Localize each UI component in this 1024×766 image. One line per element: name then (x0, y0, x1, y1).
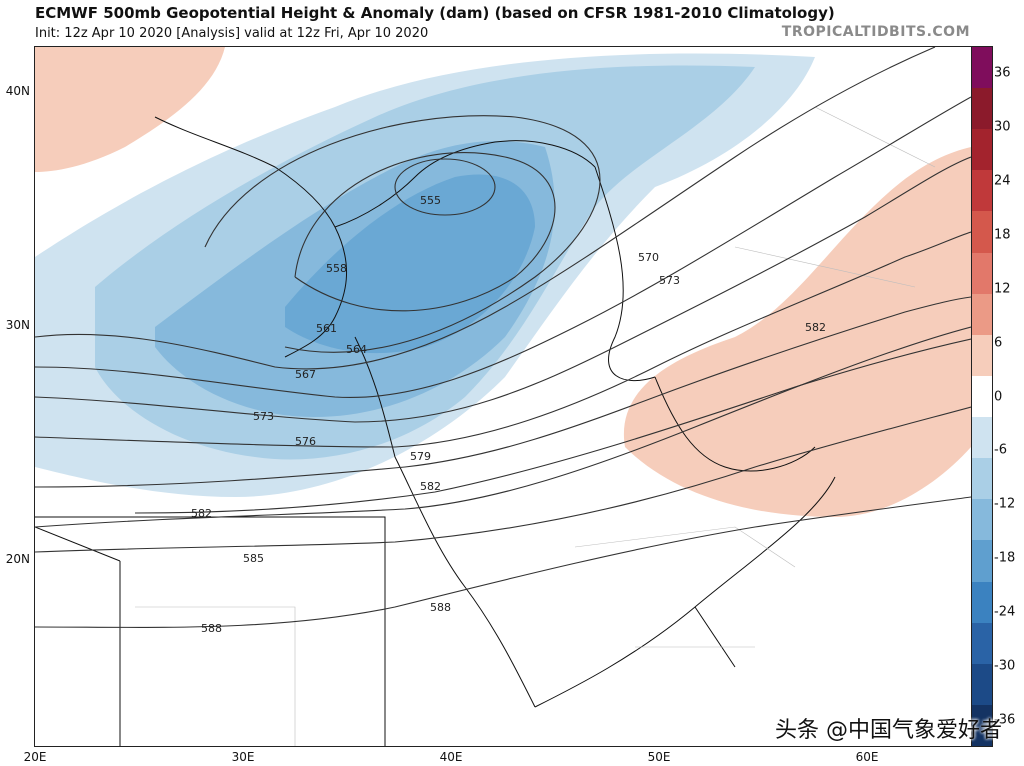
colorbar-label: 6 (994, 335, 1003, 351)
contour-label: 573 (253, 410, 274, 423)
lon-label-30e: 30E (231, 750, 255, 764)
brand-label: TROPICALTIDBITS.COM (781, 24, 970, 40)
colorbar-label: 12 (994, 281, 1011, 297)
colorbar-segment (972, 211, 992, 254)
anomaly-colorbar (971, 46, 993, 747)
contour-label: 585 (243, 552, 264, 565)
contour-label: 567 (295, 368, 316, 381)
coastlines (35, 116, 836, 746)
contour-label: 582 (805, 321, 826, 334)
colorbar-label: -36 (994, 712, 1016, 728)
lat-label-40n: 40N (5, 84, 30, 98)
colorbar-segment (972, 334, 992, 377)
colorbar-segment (972, 129, 992, 171)
colorbar-segment (972, 499, 992, 541)
colorbar-label: -6 (994, 442, 1007, 458)
contour-label: 582 (191, 507, 212, 520)
colorbar-label: 0 (994, 389, 1003, 404)
colorbar-label: 30 (994, 119, 1011, 135)
lat-label-20n: 20N (5, 552, 30, 566)
map-canvas: 555 558 561 564 567 570 573 573 576 579 … (35, 47, 971, 746)
colorbar-label: -30 (994, 658, 1016, 674)
colorbar-label: -24 (994, 604, 1016, 620)
colorbar-label: -12 (994, 496, 1016, 512)
colorbar-segment (972, 375, 992, 418)
colorbar-label: 18 (994, 227, 1011, 243)
colorbar-label: -18 (994, 550, 1016, 566)
contour-label: 558 (326, 262, 347, 275)
contour-label: 570 (638, 251, 659, 264)
contour-label: 555 (420, 194, 441, 207)
height-contours (35, 47, 971, 628)
colorbar-segment (972, 622, 992, 665)
contour-label: 579 (410, 450, 431, 463)
colorbar-segment (972, 663, 992, 706)
lon-label-50e: 50E (647, 750, 671, 764)
contour-label: 588 (201, 622, 222, 635)
anomaly-positive-6-east (623, 147, 971, 517)
contour-label: 588 (430, 601, 451, 614)
contour-label: 573 (659, 274, 680, 287)
colorbar-segment (972, 540, 992, 583)
contour-label: 561 (316, 322, 337, 335)
contour-label: 564 (346, 343, 367, 356)
colorbar-segment (972, 458, 992, 500)
map-title: ECMWF 500mb Geopotential Height & Anomal… (35, 4, 835, 22)
colorbar-segment (972, 293, 992, 336)
watermark-text: 头条 @中国气象爱好者 (775, 718, 1002, 743)
anomaly-negative-24 (285, 174, 535, 354)
colorbar-label: 24 (994, 173, 1011, 189)
contour-label: 576 (295, 435, 316, 448)
colorbar-segment (972, 88, 992, 130)
admin-borders (135, 106, 936, 746)
colorbar-segment (972, 417, 992, 459)
contour-label: 582 (420, 480, 441, 493)
colorbar-segment (972, 581, 992, 624)
lat-label-30n: 30N (5, 318, 30, 332)
colorbar-segment (972, 170, 992, 212)
colorbar-label: 36 (994, 65, 1011, 81)
lon-label-60e: 60E (855, 750, 879, 764)
lon-label-20e: 20E (23, 750, 47, 764)
colorbar-segment (972, 47, 992, 89)
anomaly-positive-6-nw (35, 47, 225, 172)
lon-label-40e: 40E (439, 750, 463, 764)
map-subtitle: Init: 12z Apr 10 2020 [Analysis] valid a… (35, 26, 429, 41)
map-panel: 555 558 561 564 567 570 573 573 576 579 … (34, 46, 972, 747)
colorbar-segment (972, 252, 992, 295)
colorbar-segment (972, 704, 992, 747)
